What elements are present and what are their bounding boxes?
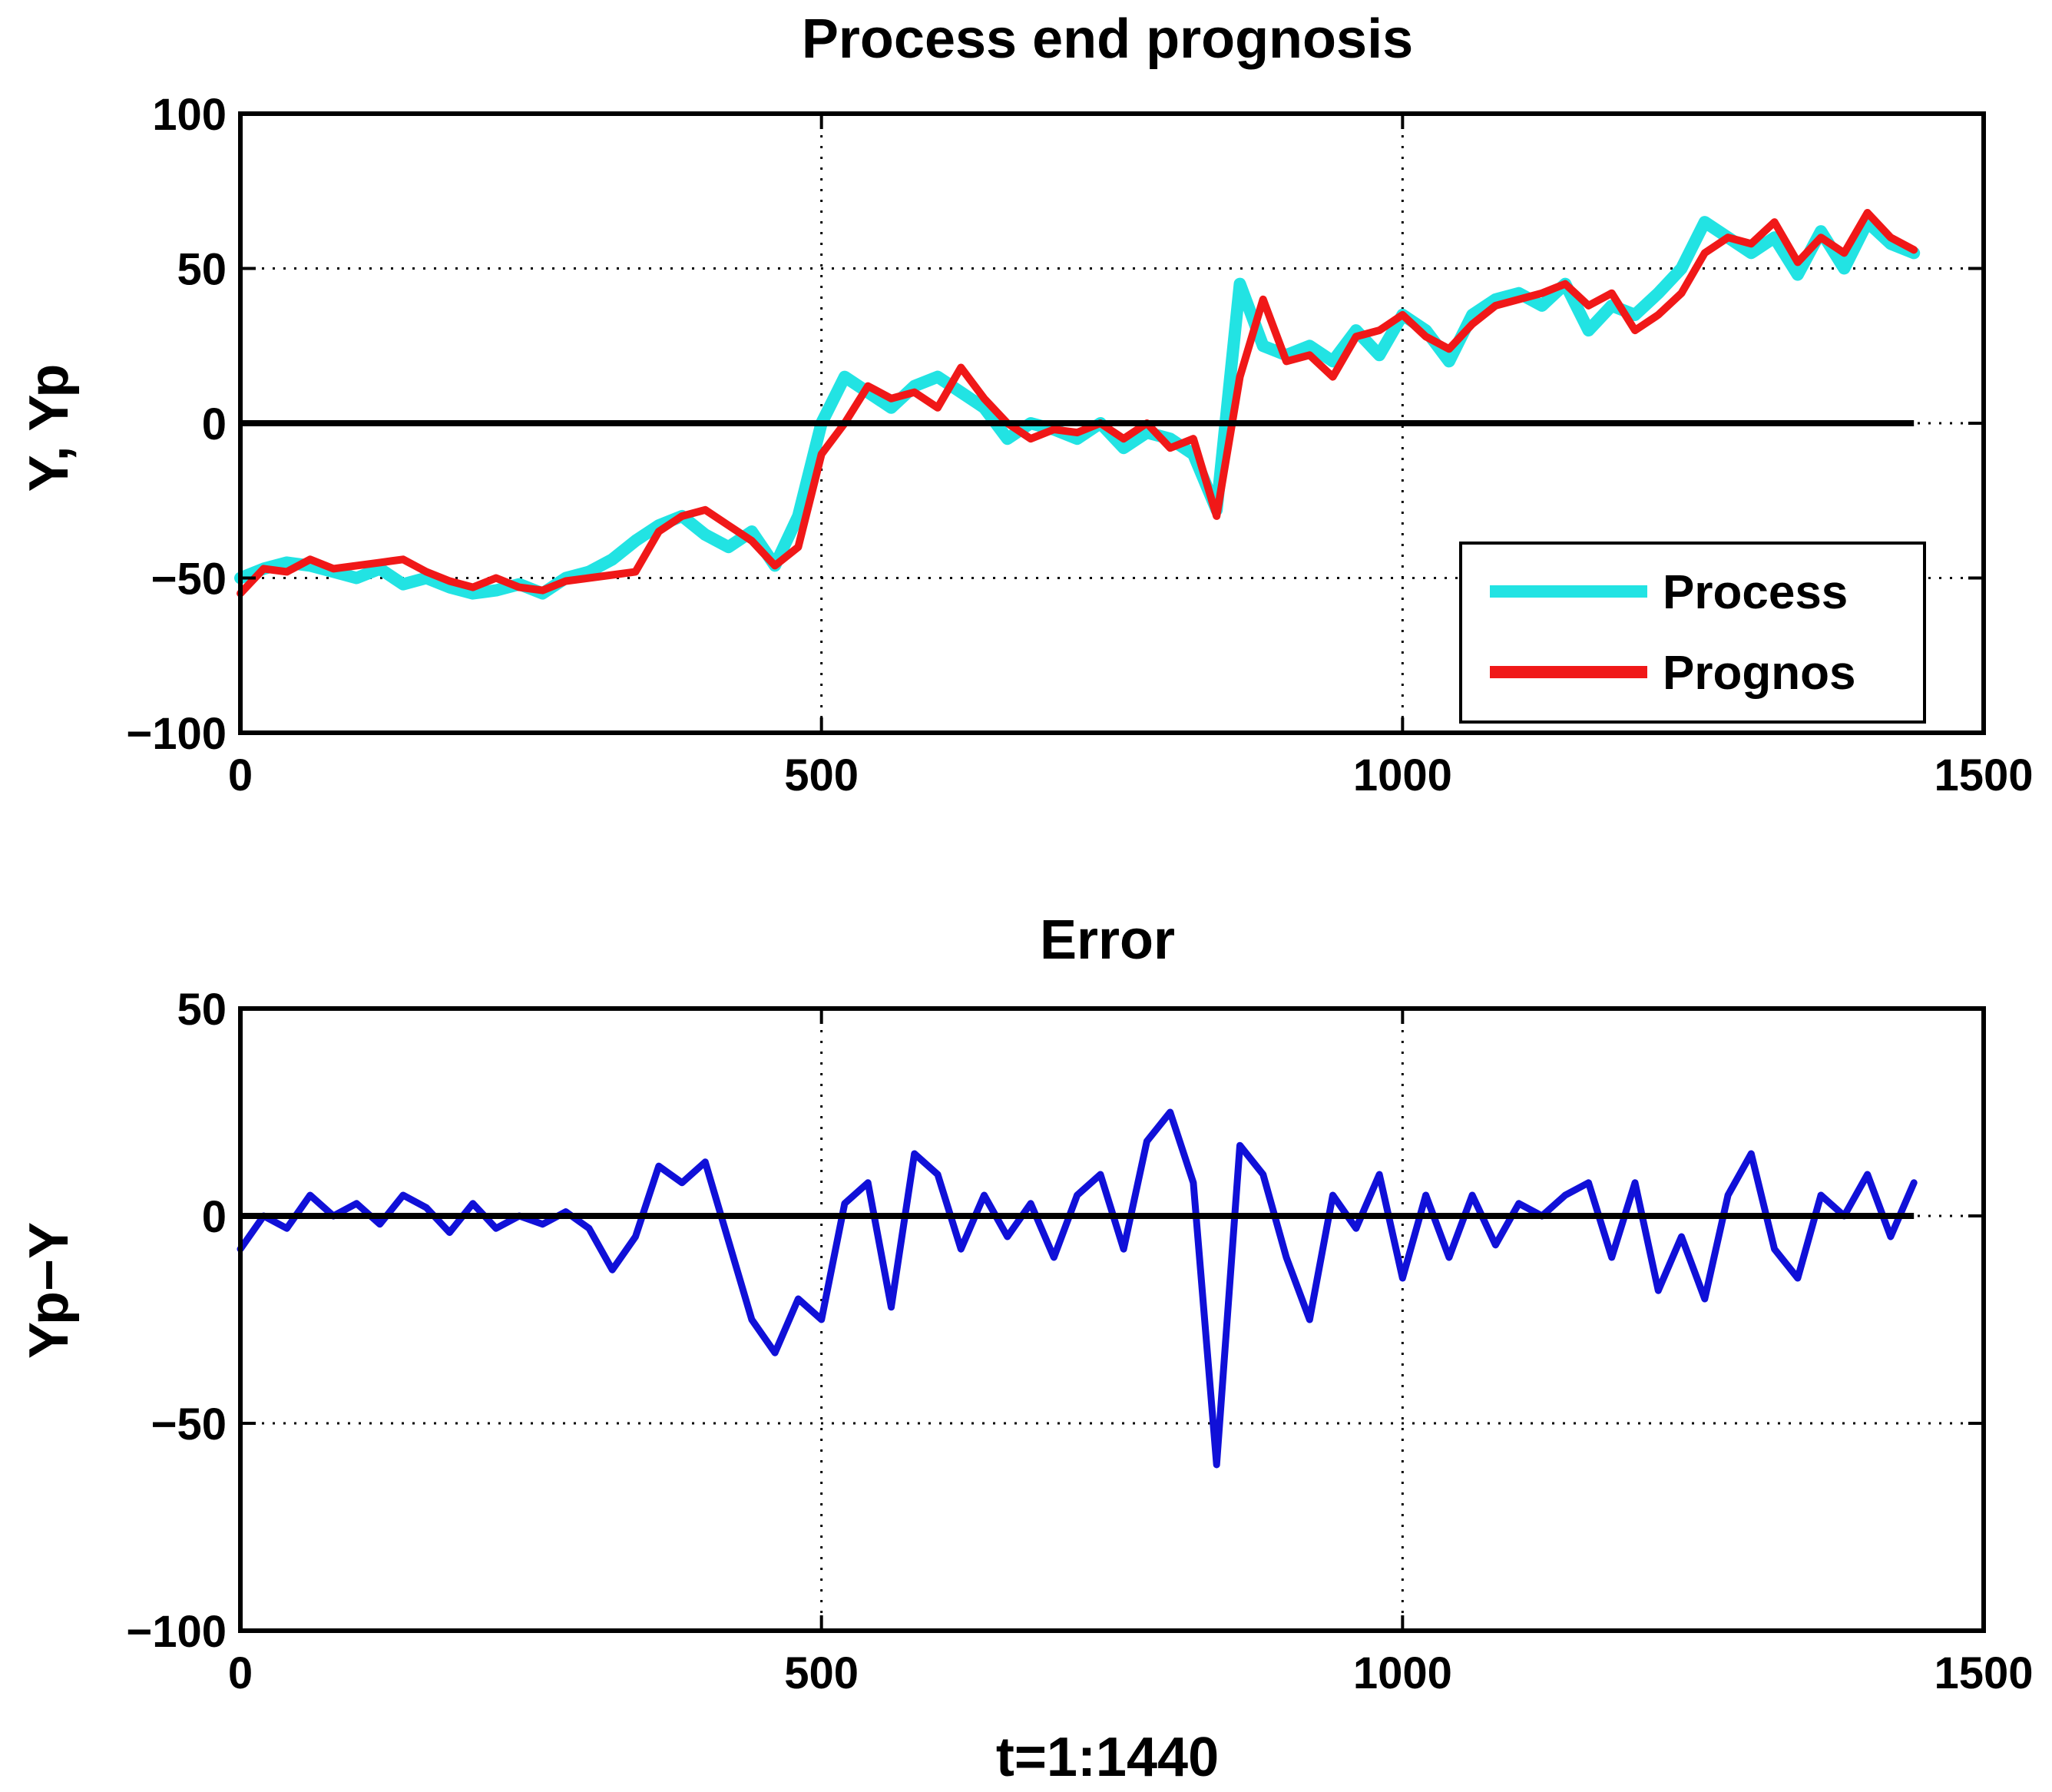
top-panel-y-tick-label: 50	[177, 245, 227, 295]
top-panel-y-tick-label: 100	[152, 90, 227, 140]
top-panel-y-tick-label: 0	[202, 399, 227, 449]
legend-box	[1459, 542, 1926, 724]
bottom-panel-x-tick-label: 500	[784, 1648, 859, 1698]
bottom-panel-y-tick-label: 0	[202, 1192, 227, 1242]
bottom-panel-y-axis-label: Yp−Y	[18, 1222, 80, 1359]
top-panel-y-tick-label: −100	[126, 709, 227, 759]
bottom-panel-x-tick-label: 1500	[1934, 1648, 2033, 1698]
top-panel-x-tick-label: 1000	[1353, 750, 1452, 800]
top-panel-y-tick-label: −50	[151, 555, 227, 605]
bottom-panel-x-tick-label: 1000	[1353, 1648, 1452, 1698]
top-panel-y-axis-label: Y, Yp	[18, 364, 80, 492]
top-panel-title: Process end prognosis	[802, 8, 1413, 70]
bottom-panel-y-tick-label: −100	[126, 1607, 227, 1657]
top-panel-x-tick-label: 1500	[1934, 750, 2033, 800]
legend-label-process: Process	[1663, 566, 1848, 619]
top-panel-x-tick-label: 0	[228, 750, 253, 800]
bottom-panel-title: Error	[1040, 909, 1175, 971]
top-panel: Process end prognosis Y, Yp 0 500 1000 1500…	[18, 8, 2034, 800]
bottom-panel-plot-frame	[238, 1006, 1986, 1633]
top-panel-ticks: 0 500 1000 1500 −100 −50 0 50 100	[126, 90, 2033, 800]
legend-label-prognos: Prognos	[1663, 647, 1855, 700]
top-panel-x-tick-label: 500	[784, 750, 859, 800]
bottom-panel-ticks: 0 500 1000 1500 −100 −50 0 50	[126, 985, 2033, 1698]
bottom-panel-y-tick-label: 50	[177, 985, 227, 1035]
top-panel-series	[234, 209, 1921, 600]
legend: Process Prognos	[1459, 542, 1926, 724]
top-panel-series-prognos	[237, 209, 1918, 598]
bottom-panel-x-tick-label: 0	[228, 1648, 253, 1698]
bottom-panel-x-axis-label: t=1:1440	[996, 1727, 1219, 1788]
bottom-panel-y-tick-label: −50	[151, 1399, 227, 1449]
bottom-panel: Error Yp−Y t=1:1440 0 500 1000 1500−100−500…	[18, 909, 2034, 1788]
